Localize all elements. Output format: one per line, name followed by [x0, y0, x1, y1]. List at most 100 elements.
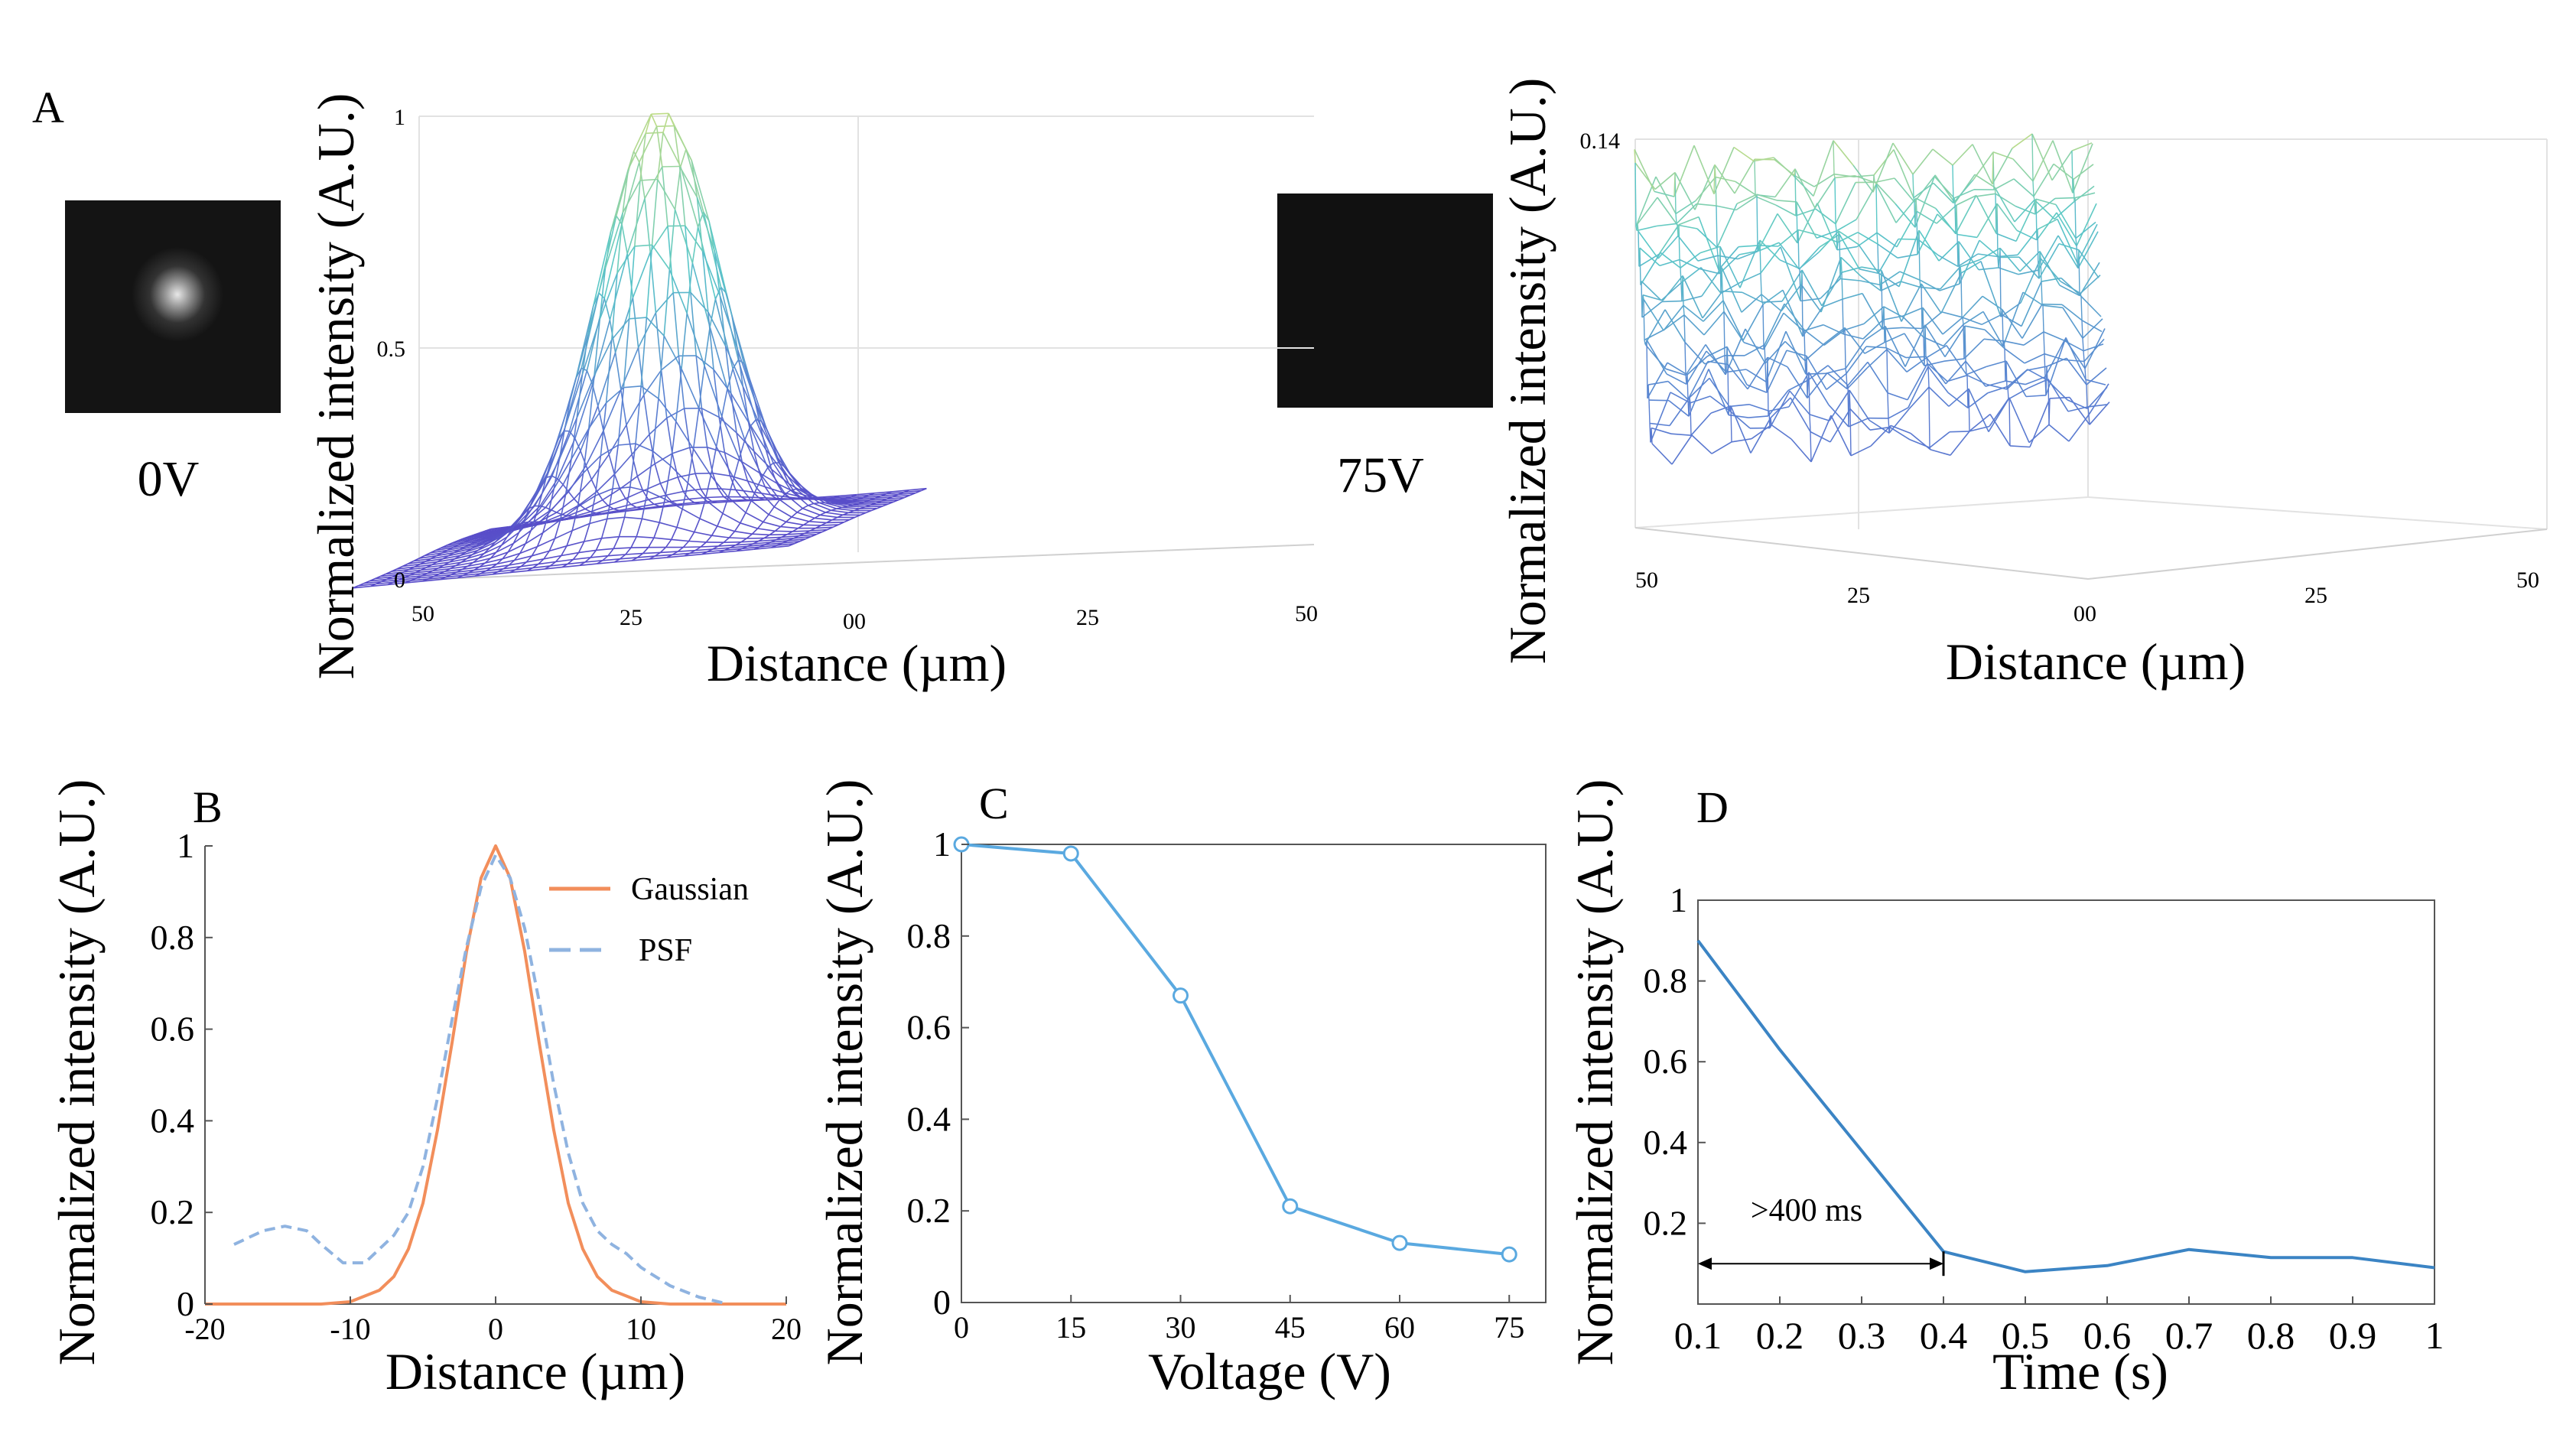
mesh-segment	[450, 572, 469, 576]
mesh-segment	[909, 492, 916, 496]
mesh-segment	[769, 530, 776, 535]
mesh-segment	[2071, 142, 2093, 151]
mesh-segment	[1663, 304, 1684, 331]
mesh-segment	[1659, 259, 1680, 267]
mesh-segment	[2023, 331, 2044, 346]
mesh-segment	[477, 545, 484, 551]
mesh-segment	[1644, 340, 1646, 345]
mesh-segment	[561, 551, 579, 557]
mesh-segment	[847, 506, 866, 508]
mesh-segment	[424, 552, 431, 557]
mesh-segment	[1660, 252, 1681, 268]
mesh-segment	[662, 166, 668, 226]
mesh-segment	[1716, 206, 1718, 248]
mesh-segment	[694, 472, 713, 474]
mesh-segment	[754, 400, 761, 426]
mesh-segment	[654, 453, 673, 465]
mesh-segment	[2026, 366, 2047, 371]
mesh-segment	[750, 426, 769, 468]
mesh-segment	[1648, 399, 1670, 402]
mesh-segment	[1965, 360, 1986, 387]
mesh-segment	[1904, 333, 1925, 366]
mesh-segment	[874, 495, 881, 499]
mesh-segment	[772, 442, 779, 459]
mesh-segment	[636, 463, 655, 477]
mesh-segment	[740, 496, 759, 499]
mesh-segment	[1730, 405, 1732, 442]
mesh-segment	[2044, 353, 2046, 377]
mesh-segment	[408, 566, 415, 571]
mesh-segment	[596, 508, 614, 514]
mesh-segment	[881, 498, 888, 502]
mesh-segment	[558, 418, 577, 460]
mesh-segment	[508, 559, 516, 566]
mesh-segment	[769, 494, 777, 499]
surface-left-ztick: 0.5	[377, 337, 406, 362]
mesh-segment	[831, 509, 849, 514]
mesh-segment	[482, 538, 489, 543]
mesh-segment	[1918, 229, 1940, 262]
mesh-segment	[642, 518, 660, 523]
x-tick-label: -20	[184, 1312, 225, 1346]
mesh-segment	[455, 561, 462, 567]
mesh-segment	[1876, 233, 1878, 245]
mesh-segment	[1688, 369, 1709, 417]
mesh-segment	[618, 517, 626, 537]
mesh-segment	[799, 538, 806, 542]
mesh-segment	[792, 530, 811, 532]
mesh-segment	[525, 555, 533, 563]
mesh-segment	[474, 535, 481, 539]
mesh-segment	[1810, 415, 1832, 463]
y-tick-label: 0.2	[1644, 1203, 1688, 1242]
x-tick-label: 0.5	[2002, 1314, 2050, 1357]
mesh-segment	[2032, 181, 2034, 197]
mesh-segment	[1790, 397, 1811, 432]
mesh-segment	[2055, 204, 2077, 239]
mesh-segment	[1726, 346, 1748, 385]
mesh-segment	[514, 555, 532, 561]
mesh-segment	[635, 385, 642, 444]
mesh-segment	[1912, 174, 1914, 198]
mesh-segment	[1778, 242, 1800, 270]
mesh-segment	[454, 555, 461, 560]
mesh-segment	[574, 438, 581, 451]
mesh-segment	[1675, 200, 1696, 215]
mesh-segment	[1673, 145, 1695, 197]
mesh-segment	[2008, 397, 2030, 443]
mesh-segment	[484, 558, 491, 564]
mesh-segment	[1645, 340, 1647, 346]
mesh-segment	[1674, 172, 1696, 210]
mesh-segment	[717, 542, 724, 547]
mesh-segment	[1654, 190, 1675, 197]
mesh-segment	[1849, 389, 1870, 421]
mesh-segment	[474, 573, 481, 577]
mesh-segment	[1801, 269, 1804, 337]
mesh-segment	[369, 583, 376, 587]
mesh-segment	[642, 483, 661, 492]
mesh-segment	[2074, 192, 2096, 199]
mesh-segment	[1679, 259, 1700, 270]
mesh-segment	[551, 509, 558, 513]
mesh-segment	[678, 166, 686, 226]
chart-d-annotation-label: >400 ms	[1751, 1193, 1862, 1228]
surface-right-xtick: 00	[2073, 601, 2096, 626]
mesh-segment	[398, 577, 417, 581]
panel-label-b: B	[193, 782, 223, 832]
panel-label-a: A	[32, 83, 64, 132]
mesh-segment	[1988, 398, 2009, 433]
mesh-segment	[418, 555, 437, 559]
mesh-segment	[595, 538, 603, 551]
mesh-segment	[736, 432, 743, 462]
surface-plot-right: 0.14 50 25 00 25 50 Distance (µm) Normal…	[1498, 78, 2548, 691]
mesh-segment	[483, 545, 503, 555]
mesh-segment	[1873, 149, 1895, 176]
mesh-segment	[779, 493, 786, 500]
mesh-segment	[2041, 281, 2043, 304]
mesh-segment	[2077, 231, 2099, 269]
data-point	[1062, 845, 1079, 862]
mesh-segment	[1645, 344, 1667, 369]
mesh-segment	[1901, 283, 1922, 322]
mesh-segment	[648, 494, 666, 501]
mesh-segment	[574, 479, 592, 499]
mesh-segment	[392, 574, 410, 578]
